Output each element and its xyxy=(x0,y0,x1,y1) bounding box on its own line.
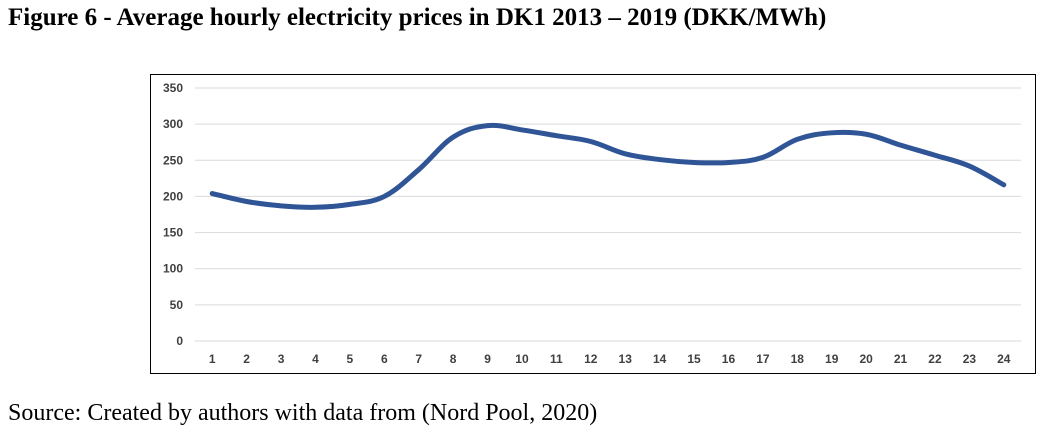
x-tick-label: 1 xyxy=(209,352,216,366)
x-tick-label: 8 xyxy=(450,352,457,366)
chart-frame: 0 50 100 150 200 250 300 350 1 2 3 4 5 6 7 8 9 10 11 12 13 1… xyxy=(150,74,1036,374)
x-tick-label: 24 xyxy=(997,352,1011,366)
figure-source: Source: Created by authors with data fro… xyxy=(8,400,598,426)
x-tick-label: 2 xyxy=(243,352,250,366)
x-tick-label: 16 xyxy=(722,352,736,366)
series-lines xyxy=(209,122,1007,210)
y-tick-label: 300 xyxy=(163,117,183,131)
x-tick-label: 17 xyxy=(756,352,770,366)
y-tick-label: 150 xyxy=(163,226,183,240)
x-tick-label: 22 xyxy=(928,352,942,366)
x-tick-label: 9 xyxy=(484,352,491,366)
x-tick-label: 4 xyxy=(312,352,319,366)
x-tick-label: 10 xyxy=(515,352,529,366)
figure-title: Figure 6 - Average hourly electricity pr… xyxy=(8,4,827,31)
x-tick-label: 15 xyxy=(687,352,701,366)
y-tick-label: 100 xyxy=(163,262,183,276)
y-axis-tick-labels: 0 50 100 150 200 250 300 350 xyxy=(163,81,183,348)
y-tick-label: 0 xyxy=(176,334,183,348)
x-tick-label: 7 xyxy=(415,352,422,366)
gridlines xyxy=(195,87,1021,342)
x-tick-label: 5 xyxy=(347,352,354,366)
x-tick-label: 23 xyxy=(963,352,977,366)
x-axis-tick-labels: 1 2 3 4 5 6 7 8 9 10 11 12 13 14 15 16 17 18 19 20 21 22 23 24 xyxy=(209,352,1011,366)
y-tick-label: 50 xyxy=(170,298,184,312)
x-tick-label: 6 xyxy=(381,352,388,366)
y-tick-label: 250 xyxy=(163,153,183,167)
x-tick-label: 11 xyxy=(550,352,563,366)
y-tick-label: 200 xyxy=(163,189,183,203)
x-tick-label: 20 xyxy=(859,352,873,366)
x-tick-label: 18 xyxy=(791,352,805,366)
x-tick-label: 3 xyxy=(278,352,285,366)
x-tick-label: 13 xyxy=(619,352,633,366)
y-tick-label: 350 xyxy=(163,81,183,95)
x-tick-label: 21 xyxy=(894,352,908,366)
x-tick-label: 19 xyxy=(825,352,839,366)
series-line xyxy=(209,122,1007,210)
x-tick-label: 12 xyxy=(584,352,598,366)
x-tick-label: 14 xyxy=(653,352,667,366)
